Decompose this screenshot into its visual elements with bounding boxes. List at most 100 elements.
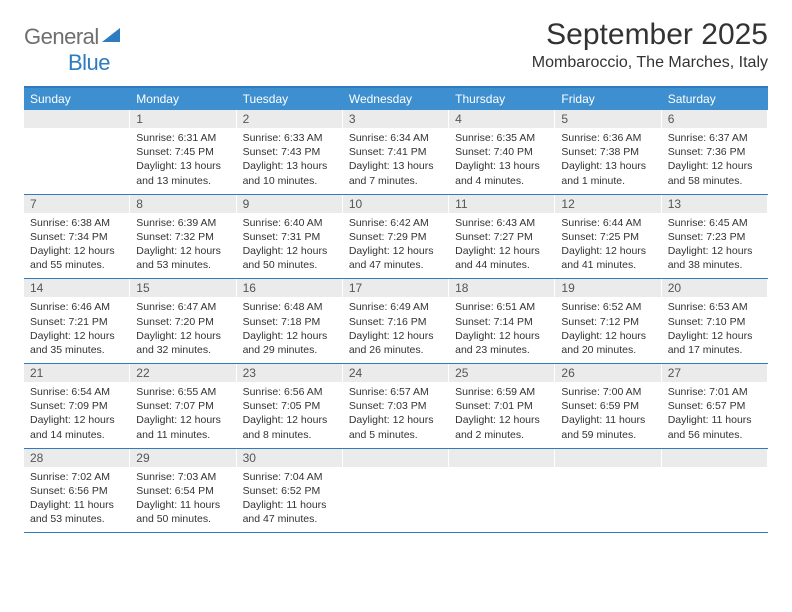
day-details: Sunrise: 6:31 AMSunset: 7:45 PMDaylight:… xyxy=(130,128,235,188)
sunrise-text: Sunrise: 6:43 AM xyxy=(455,216,548,230)
sunrise-text: Sunrise: 7:00 AM xyxy=(561,385,654,399)
day-number: 14 xyxy=(24,279,129,297)
brand-triangle-icon xyxy=(102,28,120,42)
calendar-cell xyxy=(24,110,130,194)
day-number: 10 xyxy=(343,195,448,213)
sunset-text: Sunset: 7:16 PM xyxy=(349,315,442,329)
sunset-text: Sunset: 7:14 PM xyxy=(455,315,548,329)
calendar-cell: 18 Sunrise: 6:51 AMSunset: 7:14 PMDayligh… xyxy=(449,279,555,363)
sunrise-text: Sunrise: 7:02 AM xyxy=(30,470,123,484)
day-number: 7 xyxy=(24,195,129,213)
daylight-text: Daylight: 12 hours and 32 minutes. xyxy=(136,329,229,357)
sunset-text: Sunset: 7:23 PM xyxy=(668,230,761,244)
daylight-text: Daylight: 13 hours and 13 minutes. xyxy=(136,159,229,187)
sunset-text: Sunset: 7:01 PM xyxy=(455,399,548,413)
sunrise-text: Sunrise: 6:56 AM xyxy=(243,385,336,399)
dow-thursday: Thursday xyxy=(449,88,555,110)
sunrise-text: Sunrise: 6:59 AM xyxy=(455,385,548,399)
calendar-cell: 2Sunrise: 6:33 AMSunset: 7:43 PMDaylight… xyxy=(237,110,343,194)
calendar-cell: 16Sunrise: 6:48 AMSunset: 7:18 PMDayligh… xyxy=(237,279,343,363)
day-number: 9 xyxy=(237,195,342,213)
sunrise-text: Sunrise: 6:37 AM xyxy=(668,131,761,145)
day-details: Sunrise: 6:47 AMSunset: 7:20 PMDaylight:… xyxy=(130,297,235,357)
sunset-text: Sunset: 6:59 PM xyxy=(561,399,654,413)
dow-saturday: Saturday xyxy=(662,88,768,110)
day-number: 24 xyxy=(343,364,448,382)
daylight-text: Daylight: 12 hours and 8 minutes. xyxy=(243,413,336,441)
daylight-text: Daylight: 12 hours and 35 minutes. xyxy=(30,329,123,357)
day-details: Sunrise: 6:37 AMSunset: 7:36 PMDaylight:… xyxy=(662,128,767,188)
day-details: Sunrise: 7:03 AMSunset: 6:54 PMDaylight:… xyxy=(130,467,235,527)
calendar-cell: 20Sunrise: 6:53 AMSunset: 7:10 PMDayligh… xyxy=(662,279,768,363)
day-details: Sunrise: 6:40 AMSunset: 7:31 PMDaylight:… xyxy=(237,213,342,273)
sunrise-text: Sunrise: 6:35 AM xyxy=(455,131,548,145)
daylight-text: Daylight: 12 hours and 53 minutes. xyxy=(136,244,229,272)
day-number: 23 xyxy=(237,364,342,382)
day-details: Sunrise: 6:39 AMSunset: 7:32 PMDaylight:… xyxy=(130,213,235,273)
sunrise-text: Sunrise: 7:01 AM xyxy=(668,385,761,399)
sunrise-text: Sunrise: 6:46 AM xyxy=(30,300,123,314)
sunset-text: Sunset: 7:27 PM xyxy=(455,230,548,244)
day-number: 13 xyxy=(662,195,767,213)
sunset-text: Sunset: 7:03 PM xyxy=(349,399,442,413)
daylight-text: Daylight: 13 hours and 4 minutes. xyxy=(455,159,548,187)
calendar-cell: 21Sunrise: 6:54 AMSunset: 7:09 PMDayligh… xyxy=(24,364,130,448)
day-number xyxy=(24,110,129,128)
calendar-cell: 19Sunrise: 6:52 AMSunset: 7:12 PMDayligh… xyxy=(555,279,661,363)
calendar-week: 21Sunrise: 6:54 AMSunset: 7:09 PMDayligh… xyxy=(24,364,768,449)
sunset-text: Sunset: 6:56 PM xyxy=(30,484,123,498)
sunrise-text: Sunrise: 6:44 AM xyxy=(561,216,654,230)
day-number: 30 xyxy=(237,449,342,467)
month-title: September 2025 xyxy=(532,18,768,52)
daylight-text: Daylight: 11 hours and 53 minutes. xyxy=(30,498,123,526)
day-details: Sunrise: 6:33 AMSunset: 7:43 PMDaylight:… xyxy=(237,128,342,188)
day-details: Sunrise: 7:02 AMSunset: 6:56 PMDaylight:… xyxy=(24,467,129,527)
daylight-text: Daylight: 12 hours and 23 minutes. xyxy=(455,329,548,357)
sunset-text: Sunset: 7:41 PM xyxy=(349,145,442,159)
daylight-text: Daylight: 11 hours and 56 minutes. xyxy=(668,413,761,441)
calendar-cell xyxy=(449,449,555,533)
daylight-text: Daylight: 12 hours and 55 minutes. xyxy=(30,244,123,272)
day-details xyxy=(449,467,554,470)
sunrise-text: Sunrise: 6:45 AM xyxy=(668,216,761,230)
daylight-text: Daylight: 13 hours and 1 minute. xyxy=(561,159,654,187)
day-details xyxy=(662,467,767,470)
day-number: 18 xyxy=(449,279,554,297)
daylight-text: Daylight: 11 hours and 59 minutes. xyxy=(561,413,654,441)
day-details: Sunrise: 6:59 AMSunset: 7:01 PMDaylight:… xyxy=(449,382,554,442)
sunset-text: Sunset: 7:09 PM xyxy=(30,399,123,413)
day-number xyxy=(555,449,660,467)
daylight-text: Daylight: 12 hours and 41 minutes. xyxy=(561,244,654,272)
calendar-cell xyxy=(662,449,768,533)
calendar-page: General September 2025 Mombaroccio, The … xyxy=(0,0,792,533)
day-details: Sunrise: 6:42 AMSunset: 7:29 PMDaylight:… xyxy=(343,213,448,273)
calendar-cell: 4Sunrise: 6:35 AMSunset: 7:40 PMDaylight… xyxy=(449,110,555,194)
day-number: 1 xyxy=(130,110,235,128)
dow-monday: Monday xyxy=(130,88,236,110)
daylight-text: Daylight: 13 hours and 10 minutes. xyxy=(243,159,336,187)
calendar-grid: Sunday Monday Tuesday Wednesday Thursday… xyxy=(24,86,768,533)
calendar-cell: 12Sunrise: 6:44 AMSunset: 7:25 PMDayligh… xyxy=(555,195,661,279)
day-number: 16 xyxy=(237,279,342,297)
day-details: Sunrise: 6:45 AMSunset: 7:23 PMDaylight:… xyxy=(662,213,767,273)
day-number: 28 xyxy=(24,449,129,467)
day-number xyxy=(449,449,554,467)
sunset-text: Sunset: 6:54 PM xyxy=(136,484,229,498)
brand-part1: General xyxy=(24,24,99,50)
calendar-cell: 27Sunrise: 7:01 AMSunset: 6:57 PMDayligh… xyxy=(662,364,768,448)
brand-part2: Blue xyxy=(68,50,110,75)
sunrise-text: Sunrise: 6:40 AM xyxy=(243,216,336,230)
day-number: 29 xyxy=(130,449,235,467)
calendar-cell: 1Sunrise: 6:31 AMSunset: 7:45 PMDaylight… xyxy=(130,110,236,194)
sunset-text: Sunset: 7:45 PM xyxy=(136,145,229,159)
sunset-text: Sunset: 7:36 PM xyxy=(668,145,761,159)
sunrise-text: Sunrise: 6:51 AM xyxy=(455,300,548,314)
sunrise-text: Sunrise: 6:42 AM xyxy=(349,216,442,230)
sunrise-text: Sunrise: 7:03 AM xyxy=(136,470,229,484)
calendar-cell: 15Sunrise: 6:47 AMSunset: 7:20 PMDayligh… xyxy=(130,279,236,363)
calendar-week: 1Sunrise: 6:31 AMSunset: 7:45 PMDaylight… xyxy=(24,110,768,195)
daylight-text: Daylight: 12 hours and 50 minutes. xyxy=(243,244,336,272)
day-details: Sunrise: 6:53 AMSunset: 7:10 PMDaylight:… xyxy=(662,297,767,357)
sunset-text: Sunset: 7:43 PM xyxy=(243,145,336,159)
day-details: Sunrise: 7:01 AMSunset: 6:57 PMDaylight:… xyxy=(662,382,767,442)
